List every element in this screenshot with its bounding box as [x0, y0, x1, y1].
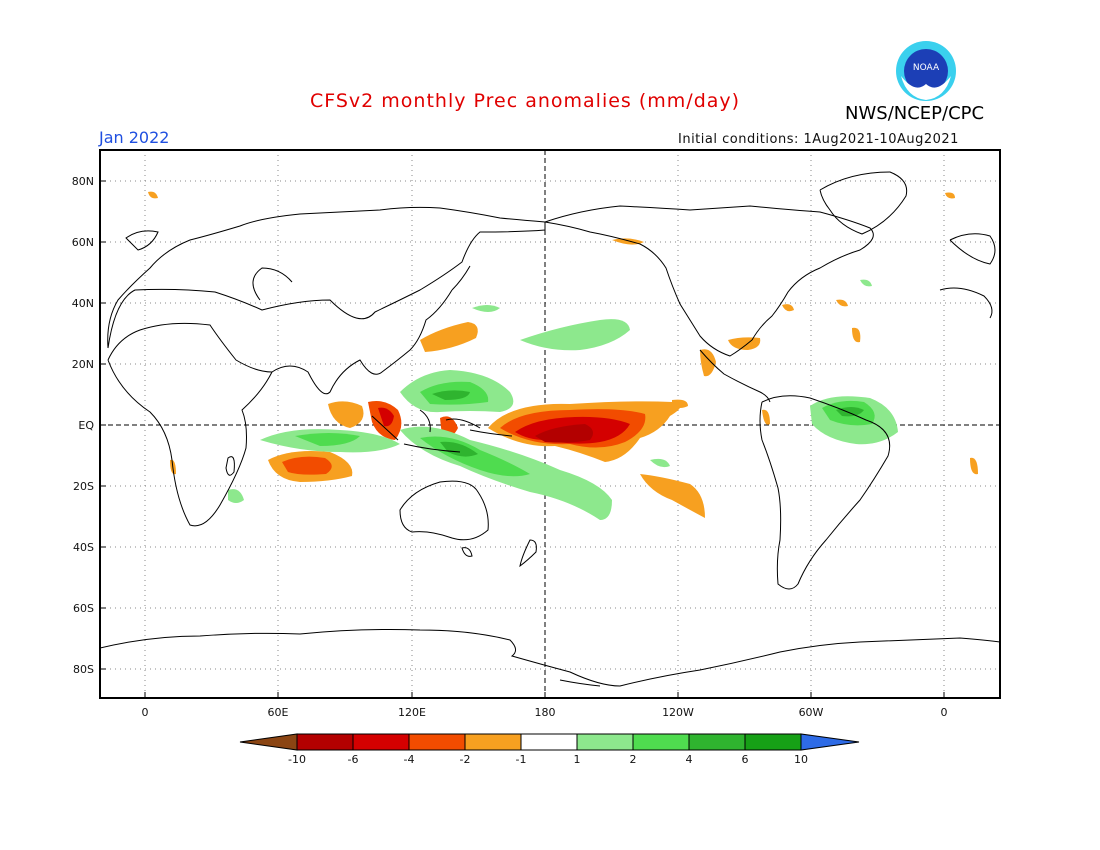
colorbar-box — [632, 733, 690, 751]
colorbar-tick-label: -6 — [348, 753, 359, 766]
colorbar-box — [744, 733, 802, 751]
colorbar-tick-label: -1 — [516, 753, 527, 766]
map-frame — [99, 149, 1001, 699]
colorbar-tick-label: -4 — [404, 753, 415, 766]
colorbar-box — [688, 733, 746, 751]
colorbar-box — [520, 733, 578, 751]
coastlines — [100, 171, 1000, 687]
grid-lines — [100, 150, 1000, 698]
lat-labels: 80N 60N 40N 20N EQ 20S 40S 60S 80S — [72, 175, 95, 676]
colorbar-low-triangle — [239, 733, 298, 751]
lon-label: 120E — [398, 706, 426, 719]
lon-label: 60E — [268, 706, 289, 719]
lon-label: 0 — [142, 706, 149, 719]
logo-text: NOAA — [913, 63, 940, 73]
colorbar-tick-label: -2 — [460, 753, 471, 766]
colorbar-tick-label: 2 — [630, 753, 637, 766]
lon-labels: 0 60E 120E 180 120W 60W 0 — [142, 706, 948, 719]
month-label: Jan 2022 — [99, 128, 170, 147]
agency-label: NWS/NCEP/CPC — [845, 103, 985, 124]
colorbar-high-triangle — [800, 733, 860, 751]
lon-label: 60W — [799, 706, 824, 719]
colorbar-box — [408, 733, 466, 751]
colorbar-tick-label: -10 — [288, 753, 306, 766]
initial-conditions-label: Initial conditions: 1Aug2021-10Aug2021 — [678, 132, 959, 147]
colorbar-tick-label: 10 — [794, 753, 808, 766]
lon-label: 0 — [941, 706, 948, 719]
colorbar-tick-label: 4 — [686, 753, 693, 766]
chart-title: CFSv2 monthly Prec anomalies (mm/day) — [310, 90, 741, 112]
colorbar-box — [464, 733, 522, 751]
lat-label: EQ — [78, 419, 94, 432]
lat-label: 20N — [72, 358, 94, 371]
axis-ticks — [100, 180, 945, 698]
lat-label: 60S — [73, 602, 94, 615]
colorbar: -10 -6 -4 -2 -1 1 2 4 6 10 — [239, 733, 860, 766]
noaa-logo: NOAA — [895, 40, 957, 102]
lat-label: 80S — [73, 663, 94, 676]
anomaly-fields — [148, 191, 978, 520]
lon-label: 180 — [535, 706, 556, 719]
colorbar-box — [296, 733, 354, 751]
lon-label: 120W — [662, 706, 694, 719]
lat-label: 60N — [72, 236, 94, 249]
colorbar-tick-label: 6 — [742, 753, 749, 766]
lat-label: 80N — [72, 175, 94, 188]
lat-label: 20S — [73, 480, 94, 493]
lat-label: 40N — [72, 297, 94, 310]
colorbar-box — [576, 733, 634, 751]
colorbar-tick-label: 1 — [574, 753, 581, 766]
lat-label: 40S — [73, 541, 94, 554]
colorbar-box — [352, 733, 410, 751]
